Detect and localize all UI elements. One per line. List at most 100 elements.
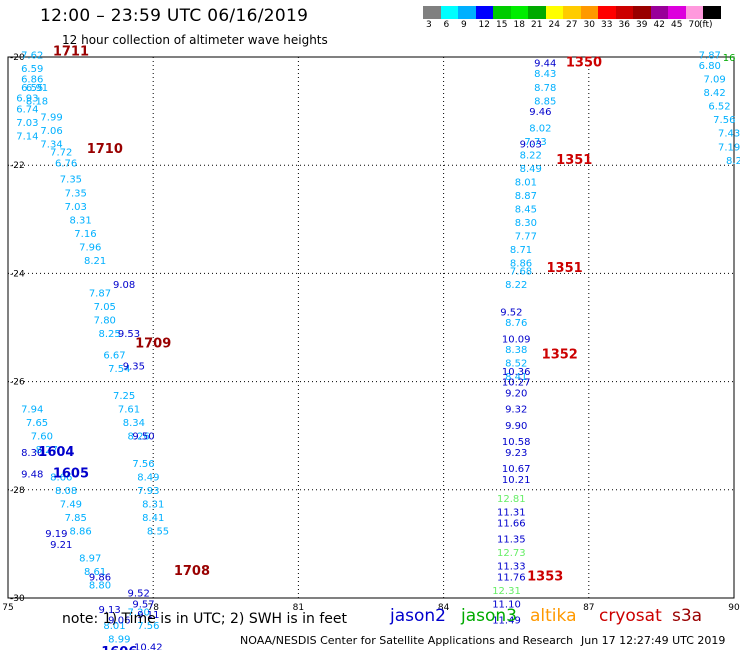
wave-height-label: 9.32 xyxy=(505,405,527,416)
wave-height-label: 9.13 xyxy=(99,605,121,616)
wave-height-label: 6.67 xyxy=(103,351,125,362)
wave-height-label: 16 xyxy=(723,53,736,64)
wave-height-label: 7.87 xyxy=(89,288,111,299)
wave-height-label: 8.45 xyxy=(515,204,537,215)
wave-height-label: 9.52 xyxy=(500,307,522,318)
wave-height-label: 8.76 xyxy=(505,318,527,329)
wave-height-label: 6.74 xyxy=(16,104,38,115)
wave-height-label: 8.42 xyxy=(704,88,726,99)
wave-height-label: 8.87 xyxy=(515,191,537,202)
color-swatch xyxy=(493,6,511,19)
color-swatch xyxy=(423,6,441,19)
wave-height-label: 6.59 xyxy=(21,64,43,75)
color-swatch xyxy=(528,6,546,19)
pass-time-label: 1351 xyxy=(547,261,583,276)
pass-time-label: 1604 xyxy=(38,445,74,460)
legend-s3a: s3a xyxy=(672,606,703,626)
pass-time-label: 1711 xyxy=(53,45,89,60)
wave-height-label: 8.49 xyxy=(520,164,542,175)
wave-height-label: 7.80 xyxy=(94,315,116,326)
wave-height-label: 9.53 xyxy=(118,329,140,340)
wave-height-label: 7.54 xyxy=(108,364,130,375)
x-tick-label: 90 xyxy=(728,603,740,613)
color-swatch xyxy=(510,6,528,19)
wave-height-label: 7.96 xyxy=(79,242,101,253)
wave-height-label: 7.14 xyxy=(16,131,38,142)
y-tick-label: -20 xyxy=(10,53,25,63)
wave-height-label: 7.72 xyxy=(50,148,72,159)
wave-height-label: 8.38 xyxy=(505,345,527,356)
color-scale-tick-label: 36 xyxy=(618,20,630,30)
wave-height-label: 8.22 xyxy=(520,150,542,161)
color-scale-tick-label: 9 xyxy=(461,20,467,30)
footnote: note: 1) Time is in UTC; 2) SWH is in fe… xyxy=(62,611,348,627)
wave-height-label: 10.67 xyxy=(502,464,531,475)
wave-height-label: 9.11 xyxy=(137,610,159,621)
wave-height-label: 6.52 xyxy=(708,102,730,113)
wave-height-label: 11.10 xyxy=(492,599,521,610)
color-scale-tick-label: 45 xyxy=(671,20,683,30)
wave-height-label: 8.49 xyxy=(137,472,159,483)
wave-height-label: 9.46 xyxy=(529,107,551,118)
wave-height-label: 8.18 xyxy=(26,96,48,107)
wave-height-label: 6.93 xyxy=(16,94,38,105)
pass-time-label: 1350 xyxy=(566,55,602,70)
wave-height-label: 11.33 xyxy=(497,562,526,573)
wave-height-label: 8.02 xyxy=(529,123,551,134)
wave-height-label: 7.19 xyxy=(718,142,740,153)
wave-height-label: 8.86 xyxy=(510,259,532,270)
wave-height-label: 8.31 xyxy=(142,499,164,510)
wave-height-label: 9.23 xyxy=(505,448,527,459)
wave-height-label: 10.42 xyxy=(134,643,163,650)
wave-height-label: 8.01 xyxy=(515,177,537,188)
legend-altika: altika xyxy=(530,606,577,626)
wave-height-label: 7.06 xyxy=(40,126,62,137)
wave-height-label: 8.26 xyxy=(128,432,150,443)
y-tick-label: -24 xyxy=(10,269,25,279)
pass-time-label: 1352 xyxy=(542,348,578,363)
x-tick-label: 87 xyxy=(583,603,594,613)
y-tick-label: -28 xyxy=(10,486,25,496)
color-scale-tick-label: 24 xyxy=(548,20,560,30)
wave-height-label: 7.34 xyxy=(40,140,62,151)
wave-height-label: 9.08 xyxy=(113,280,135,291)
wave-height-label: 7.61 xyxy=(118,405,140,416)
wave-height-label: 8.41 xyxy=(505,372,527,383)
pass-time-label: 1709 xyxy=(135,337,171,352)
wave-height-label: 11.76 xyxy=(497,572,526,583)
wave-height-label: 8.97 xyxy=(79,553,101,564)
color-scale-tick-label: 33 xyxy=(601,20,613,30)
color-swatch xyxy=(703,6,721,19)
wave-height-label: 6.76 xyxy=(55,158,77,169)
x-tick-label: 84 xyxy=(438,603,450,613)
wave-height-label: 9.57 xyxy=(132,599,154,610)
credit-line: NOAA/NESDIS Center for Satellite Applica… xyxy=(240,634,574,647)
wave-height-label: 7.35 xyxy=(60,175,82,186)
wave-height-label: 8.01 xyxy=(103,621,125,632)
y-tick-label: -22 xyxy=(10,161,25,171)
wave-height-label: 7.93 xyxy=(137,486,159,497)
wave-height-label: 7.99 xyxy=(40,113,62,124)
wave-height-label: 12.73 xyxy=(497,548,526,559)
timestamp: Jun 17 12:27:49 UTC 2019 xyxy=(581,634,726,647)
wave-height-label: 7.03 xyxy=(16,118,38,129)
x-tick-label: 81 xyxy=(293,603,304,613)
wave-height-label: 7.56 xyxy=(713,115,735,126)
wave-height-label: 7.94 xyxy=(21,405,43,416)
wave-height-label: 7.62 xyxy=(21,50,43,61)
pass-time-label: 1710 xyxy=(87,142,123,157)
legend-jason2: jason2 xyxy=(390,606,446,626)
wave-height-label: 8.41 xyxy=(142,513,164,524)
wave-height-label: 10.21 xyxy=(502,475,531,486)
wave-height-label: 8.55 xyxy=(147,526,169,537)
color-scale-tick-label: (ft) xyxy=(699,20,713,30)
wave-height-label: 9.50 xyxy=(132,432,154,443)
legend-cryosat: cryosat xyxy=(599,606,662,626)
wave-height-label: 7.77 xyxy=(515,232,537,243)
wave-height-label: 8.21 xyxy=(84,256,106,267)
wave-height-label: 6.55 xyxy=(21,83,43,94)
color-swatch xyxy=(685,6,703,19)
wave-height-label: 8.30 xyxy=(21,448,43,459)
x-tick-label: 75 xyxy=(2,603,13,613)
wave-height-label: 10.58 xyxy=(502,437,531,448)
